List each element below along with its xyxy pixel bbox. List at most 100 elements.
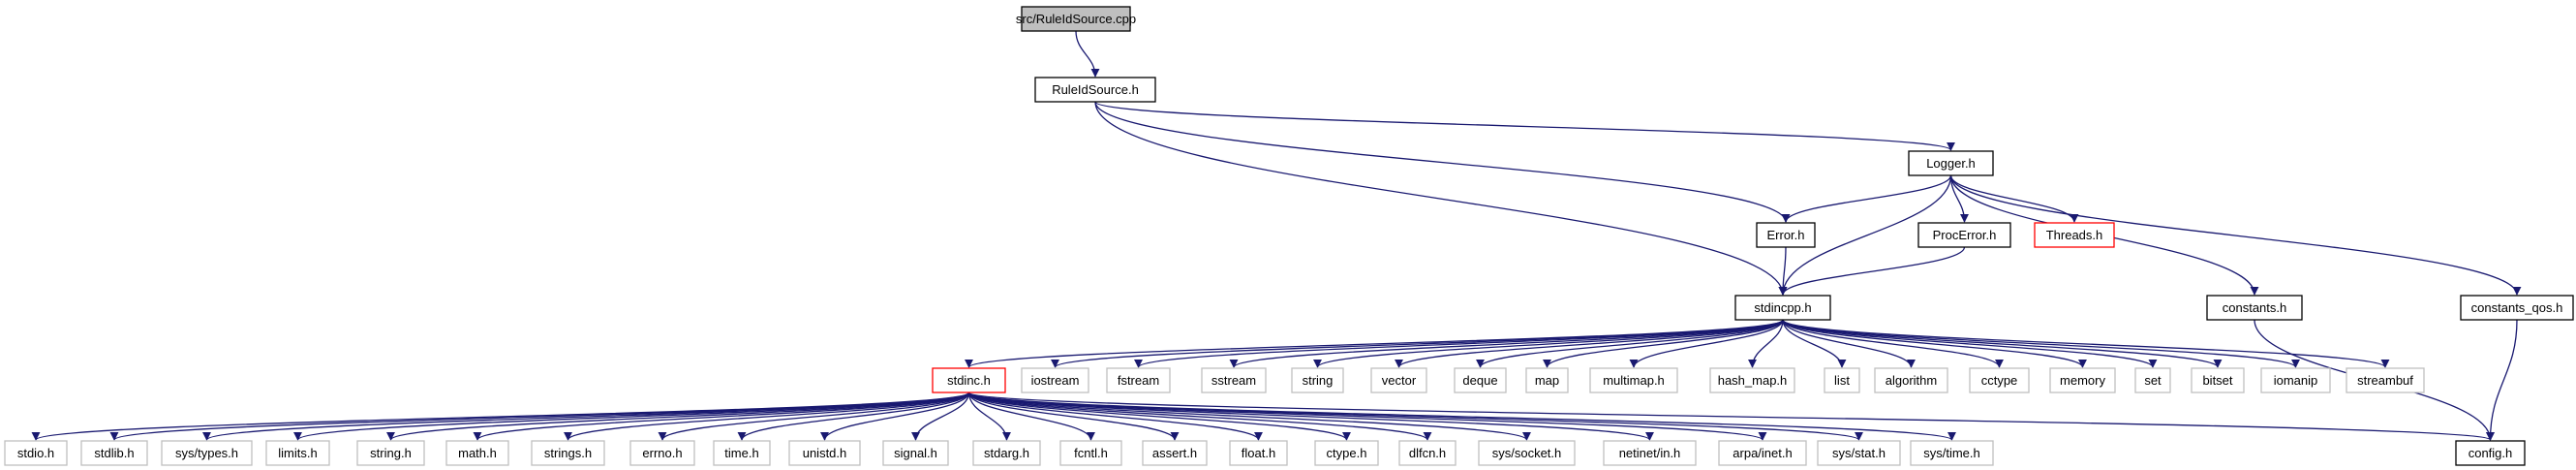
node-threads[interactable]: Threads.h — [2034, 222, 2115, 248]
node-label-constants_qos: constants_qos.h — [2471, 300, 2563, 315]
node-constants[interactable]: constants.h — [2206, 295, 2303, 321]
node-box-unistd — [788, 440, 861, 466]
node-box-systime — [1910, 440, 1994, 466]
node-label-sstream: sstream — [1211, 373, 1256, 388]
node-stringh[interactable]: string.h — [356, 440, 425, 466]
node-bitset[interactable]: bitset — [2191, 367, 2245, 393]
node-syssocket[interactable]: sys/socket.h — [1478, 440, 1576, 466]
node-string[interactable]: string — [1291, 367, 1344, 393]
node-procerror[interactable]: ProcError.h — [1917, 222, 2011, 248]
node-logger[interactable]: Logger.h — [1908, 150, 1994, 176]
node-assert[interactable]: assert.h — [1142, 440, 1208, 466]
node-stdarg[interactable]: stdarg.h — [972, 440, 1041, 466]
edge-stdincpp-to-sstream — [1229, 319, 1784, 368]
node-iostream[interactable]: iostream — [1021, 367, 1089, 393]
node-ctypeh[interactable]: ctype.h — [1314, 440, 1379, 466]
node-limits[interactable]: limits.h — [265, 440, 330, 466]
node-label-hash_map: hash_map.h — [1718, 373, 1788, 388]
node-label-set: set — [2144, 373, 2162, 388]
edge-stdinc-to-ctypeh — [967, 392, 1351, 441]
edge-stdinc-to-signal — [910, 392, 970, 441]
node-algorithm[interactable]: algorithm — [1874, 367, 1948, 393]
node-fstream[interactable]: fstream — [1106, 367, 1171, 393]
node-strings[interactable]: strings.h — [531, 440, 605, 466]
node-label-threads: Threads.h — [2046, 228, 2103, 242]
node-iomanip[interactable]: iomanip — [2260, 367, 2331, 393]
node-box-ruleid — [1034, 77, 1156, 103]
node-box-config — [2455, 440, 2526, 466]
node-box-signal — [882, 440, 949, 466]
node-stdlib[interactable]: stdlib.h — [80, 440, 148, 466]
node-box-stdarg — [972, 440, 1041, 466]
node-box-vector — [1370, 367, 1427, 393]
node-box-string — [1291, 367, 1344, 393]
edge-stdinc-to-limits — [293, 392, 970, 441]
node-label-procerror: ProcError.h — [1933, 228, 1997, 242]
edge-logger-to-error — [1781, 174, 1952, 223]
node-label-root: src/RuleIdSource.cpp — [1016, 12, 1136, 26]
node-signal[interactable]: signal.h — [882, 440, 949, 466]
node-unistd[interactable]: unistd.h — [788, 440, 861, 466]
node-config[interactable]: config.h — [2455, 440, 2526, 466]
node-box-stdinc — [932, 367, 1006, 393]
node-stdincpp[interactable]: stdincpp.h — [1734, 295, 1831, 321]
node-label-vector: vector — [1382, 373, 1417, 388]
node-set[interactable]: set — [2134, 367, 2171, 393]
node-streambuf[interactable]: streambuf — [2346, 367, 2425, 393]
node-box-limits — [265, 440, 330, 466]
node-cctype[interactable]: cctype — [1969, 367, 2030, 393]
node-label-list: list — [1834, 373, 1850, 388]
edge-stdincpp-to-memory — [1782, 319, 2087, 368]
node-map[interactable]: map — [1525, 367, 1569, 393]
node-stdinc[interactable]: stdinc.h — [932, 367, 1006, 393]
node-errno[interactable]: errno.h — [629, 440, 695, 466]
node-label-string: string — [1303, 373, 1334, 388]
node-box-bitset — [2191, 367, 2245, 393]
node-box-set — [2134, 367, 2171, 393]
node-box-systypes — [161, 440, 253, 466]
edge-stdincpp-to-map — [1543, 319, 1784, 368]
node-time[interactable]: time.h — [713, 440, 771, 466]
node-box-constants_qos — [2460, 295, 2574, 321]
node-list[interactable]: list — [1824, 367, 1860, 393]
node-arpainet[interactable]: arpa/inet.h — [1718, 440, 1807, 466]
edge-stdincpp-to-cctype — [1782, 319, 2004, 368]
node-sstream[interactable]: sstream — [1201, 367, 1267, 393]
node-systypes[interactable]: sys/types.h — [161, 440, 253, 466]
node-box-netinet — [1603, 440, 1697, 466]
node-box-cctype — [1969, 367, 2030, 393]
node-float[interactable]: float.h — [1229, 440, 1288, 466]
edge-ruleid-to-stdincpp — [1094, 101, 1788, 296]
node-dlfcn[interactable]: dlfcn.h — [1398, 440, 1457, 466]
node-box-stdincpp — [1734, 295, 1831, 321]
node-sysstat[interactable]: sys/stat.h — [1817, 440, 1901, 466]
node-label-systime: sys/time.h — [1923, 446, 1980, 460]
node-deque[interactable]: deque — [1454, 367, 1507, 393]
node-box-memory — [2049, 367, 2116, 393]
edge-stdinc-to-config — [967, 392, 2495, 441]
node-label-stdarg: stdarg.h — [984, 446, 1029, 460]
edge-stdinc-to-fcntl — [967, 392, 1096, 441]
node-box-error — [1756, 222, 1816, 248]
node-math[interactable]: math.h — [445, 440, 509, 466]
node-memory[interactable]: memory — [2049, 367, 2116, 393]
node-label-fcntl: fcntl.h — [1074, 446, 1108, 460]
node-label-unistd: unistd.h — [803, 446, 847, 460]
node-label-stdlib: stdlib.h — [94, 446, 134, 460]
node-label-strings: strings.h — [544, 446, 592, 460]
node-label-deque: deque — [1462, 373, 1497, 388]
node-vector[interactable]: vector — [1370, 367, 1427, 393]
node-box-sysstat — [1817, 440, 1901, 466]
node-label-constants: constants.h — [2223, 300, 2287, 315]
node-ruleid[interactable]: RuleIdSource.h — [1034, 77, 1156, 103]
node-label-systypes: sys/types.h — [175, 446, 238, 460]
node-hash_map[interactable]: hash_map.h — [1709, 367, 1795, 393]
node-label-error: Error.h — [1766, 228, 1804, 242]
node-stdio[interactable]: stdio.h — [4, 440, 68, 466]
node-netinet[interactable]: netinet/in.h — [1603, 440, 1697, 466]
node-systime[interactable]: sys/time.h — [1910, 440, 1994, 466]
node-multimap[interactable]: multimap.h — [1589, 367, 1678, 393]
node-error[interactable]: Error.h — [1756, 222, 1816, 248]
node-constants_qos[interactable]: constants_qos.h — [2460, 295, 2574, 321]
node-fcntl[interactable]: fcntl.h — [1059, 440, 1122, 466]
